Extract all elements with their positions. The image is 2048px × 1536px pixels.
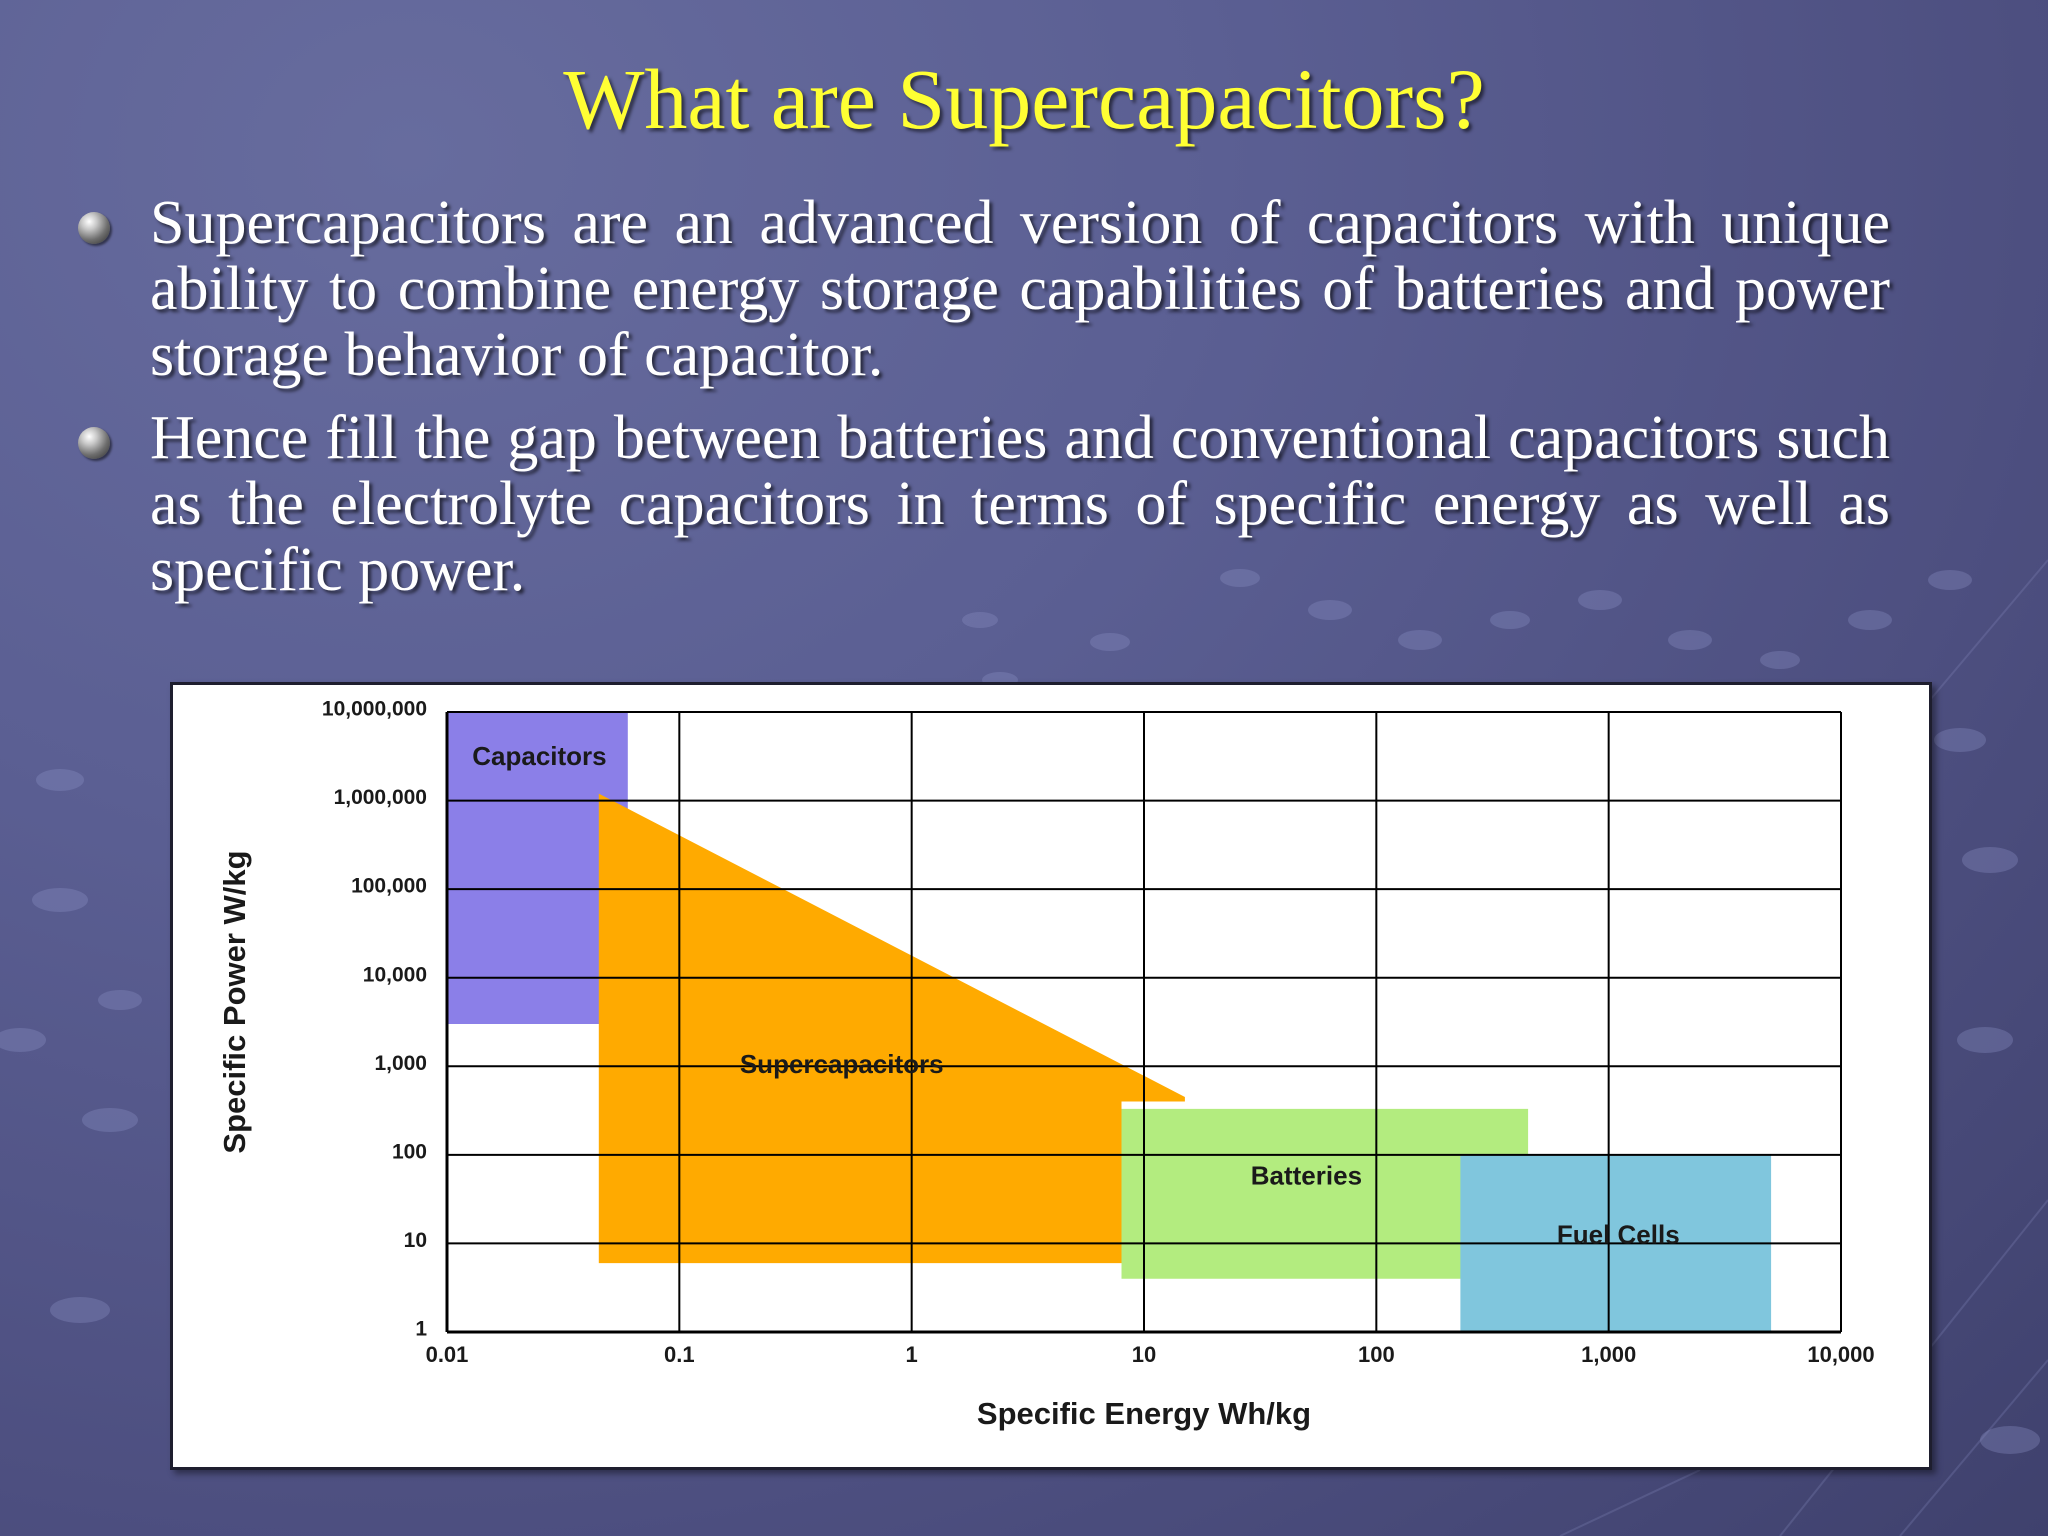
region-label: Capacitors	[472, 741, 606, 771]
bullet-marker-icon	[78, 212, 110, 244]
y-tick-label: 1	[415, 1318, 427, 1341]
y-axis-title: Specific Power W/kg	[217, 850, 252, 1153]
y-tick-label: 100,000	[351, 875, 427, 898]
x-tick-label: 100	[1358, 1342, 1395, 1367]
y-tick-label: 1,000,000	[334, 786, 427, 809]
y-tick-label: 10	[404, 1229, 427, 1252]
region-label: Batteries	[1251, 1161, 1362, 1191]
region-label: Supercapacitors	[740, 1049, 944, 1079]
bullet-item: Supercapacitors are an advanced version …	[78, 190, 1890, 388]
x-axis-title: Specific Energy Wh/kg	[977, 1396, 1311, 1431]
bullet-text: Hence fill the gap between batteries and…	[150, 404, 1890, 604]
bullet-item: Hence fill the gap between batteries and…	[78, 405, 1890, 603]
x-tick-label: 0.01	[426, 1342, 469, 1367]
region-capacitors	[447, 712, 628, 1024]
x-tick-label: 10	[1132, 1342, 1156, 1367]
region-supercapacitors	[598, 793, 1185, 1264]
x-tick-label: 0.1	[664, 1342, 695, 1367]
chart-svg: Capacitors Supercapacitors Batteries Fuel C…	[217, 698, 1875, 1431]
y-tick-label: 1,000	[374, 1052, 427, 1075]
y-tick-label: 10,000,000	[322, 698, 427, 721]
slide-title: What are Supercapacitors?	[563, 51, 1485, 147]
bullet-list: Supercapacitors are an advanced version …	[78, 190, 1890, 603]
y-tick-label: 100	[392, 1140, 427, 1163]
y-tick-label: 10,000	[363, 963, 427, 986]
x-tick-label: 1	[906, 1342, 918, 1367]
bullet-text: Supercapacitors are an advanced version …	[150, 189, 1890, 389]
region-batteries	[1121, 1108, 1529, 1279]
x-tick-label: 1,000	[1581, 1342, 1636, 1367]
region-label: Fuel Cells	[1557, 1219, 1680, 1249]
bullet-marker-icon	[78, 427, 110, 459]
x-tick-label: 10,000	[1807, 1342, 1874, 1367]
ragone-chart: Capacitors Supercapacitors Batteries Fuel C…	[170, 682, 1932, 1470]
